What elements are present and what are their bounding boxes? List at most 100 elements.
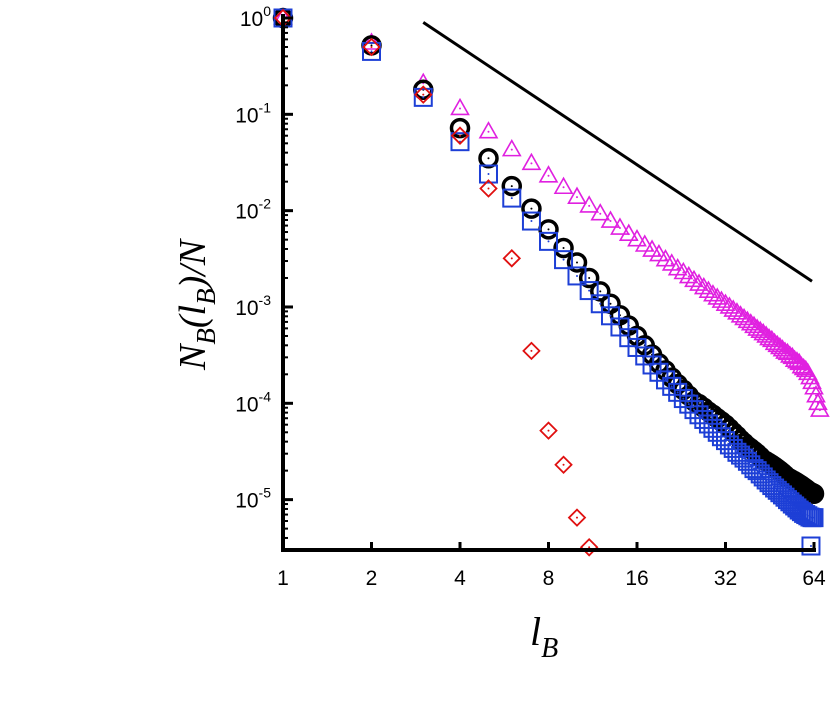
data-point-center-dot (588, 204, 591, 207)
data-point-center-dot (806, 514, 809, 517)
y-tick-exponent: -2 (259, 196, 272, 212)
triangle-data-point (809, 399, 830, 417)
y-tick-exponent: -1 (259, 99, 272, 115)
data-point-center-dot (618, 227, 621, 230)
circle-data-point (566, 252, 588, 273)
circle-data-point (478, 147, 499, 169)
triangle-data-point (693, 276, 714, 295)
data-point-center-dot (487, 157, 490, 160)
data-point-center-dot (808, 516, 811, 519)
data-point-center-dot (588, 276, 591, 279)
x-tick-label: 16 (625, 567, 648, 590)
data-point-center-dot (818, 409, 821, 412)
square-data-point (668, 382, 688, 402)
square-data-point (655, 370, 675, 390)
triangle-data-point (806, 385, 826, 403)
data-point-center-dot (670, 385, 673, 388)
square-data-point (362, 41, 381, 61)
data-point-center-dot (739, 454, 742, 457)
data-point-center-dot (487, 130, 490, 133)
triangle-data-point (780, 345, 800, 363)
diamond-data-point (450, 126, 470, 145)
data-point-center-dot (530, 207, 533, 210)
y-tick-label: 10-1 (235, 99, 271, 127)
square-data-point (679, 394, 699, 414)
diamond-data-point (362, 37, 381, 57)
data-point-center-dot (627, 233, 630, 236)
data-point-center-dot (588, 289, 591, 292)
data-point-center-dot (370, 50, 373, 53)
data-point-center-dot (643, 243, 646, 246)
triangle-data-point (501, 139, 522, 157)
diamond-data-point (413, 85, 433, 104)
triangle-data-point (784, 349, 805, 368)
square-data-point (673, 389, 693, 409)
square-data-point (804, 508, 824, 528)
data-point-center-dot (651, 249, 654, 252)
square-data-point (731, 445, 751, 465)
data-point-center-dot (609, 220, 612, 223)
x-tick-label: 1 (277, 567, 289, 590)
y-tick-exponent: 0 (263, 3, 271, 19)
triangle-data-point (707, 287, 728, 305)
data-point-center-dot (487, 173, 490, 176)
data-point-center-dot (788, 354, 791, 357)
square-data-point (521, 211, 541, 231)
y-tick-base: 10 (235, 201, 258, 224)
data-point-center-dot (487, 187, 490, 190)
circle-data-point (521, 198, 542, 219)
triangle-data-point (808, 392, 828, 411)
triangle-data-point (649, 243, 669, 262)
triangle-data-point (802, 371, 822, 390)
triangle-data-point (698, 280, 719, 298)
square-data-point (734, 448, 754, 468)
triangle-data-point (600, 210, 621, 228)
data-point-center-dot (657, 253, 660, 256)
x-tick-label: 32 (714, 567, 737, 590)
triangle-data-point (711, 290, 732, 308)
data-point-center-dot (697, 403, 700, 406)
triangle-data-point (777, 342, 798, 361)
data-point-center-dot (813, 516, 815, 519)
data-point-center-dot (697, 283, 700, 286)
square-data-point (554, 250, 574, 270)
y-tick-exponent: -3 (259, 292, 272, 308)
square-data-point (798, 506, 818, 526)
y-tick-base: 10 (235, 104, 258, 127)
data-point-center-dot (459, 134, 461, 137)
square-data-point (478, 164, 498, 184)
x-ticks: 1 2 4 8 16 32 64 (277, 542, 826, 590)
data-point-center-dot (370, 44, 373, 47)
triangle-data-point (579, 195, 600, 213)
triangle-data-point (723, 299, 744, 317)
data-point-center-dot (588, 546, 591, 549)
data-point-center-dot (810, 491, 813, 494)
data-point-center-dot (682, 397, 685, 400)
y-tick-base: 10 (235, 393, 258, 416)
x-tick-label: 8 (543, 567, 555, 590)
square-data-point (801, 536, 821, 556)
data-point-center-dot (370, 45, 373, 48)
data-point-center-dot (562, 246, 565, 249)
diamond-data-point (479, 179, 498, 198)
data-point-center-dot (664, 378, 667, 381)
circle-data-point (578, 267, 600, 289)
circle-data-point (803, 483, 825, 505)
data-point-center-dot (676, 391, 679, 394)
triangle-data-point (791, 356, 812, 374)
data-point-center-dot (530, 349, 533, 352)
data-point-center-dot (795, 360, 798, 363)
y-tick-label: 10-4 (235, 388, 271, 416)
diamond-data-point (502, 249, 522, 268)
data-point-center-dot (575, 274, 578, 277)
square-data-point (539, 231, 558, 251)
diamond-data-point (539, 421, 558, 440)
y-title-part-3: ( (172, 313, 214, 328)
triangle-data-point (684, 269, 704, 288)
circle-data-point (501, 175, 523, 197)
x-axis-title: lB (530, 609, 558, 664)
triangle-data-point (553, 176, 574, 195)
diamond-data-point (554, 455, 573, 475)
x-tick-label: 64 (802, 567, 826, 590)
